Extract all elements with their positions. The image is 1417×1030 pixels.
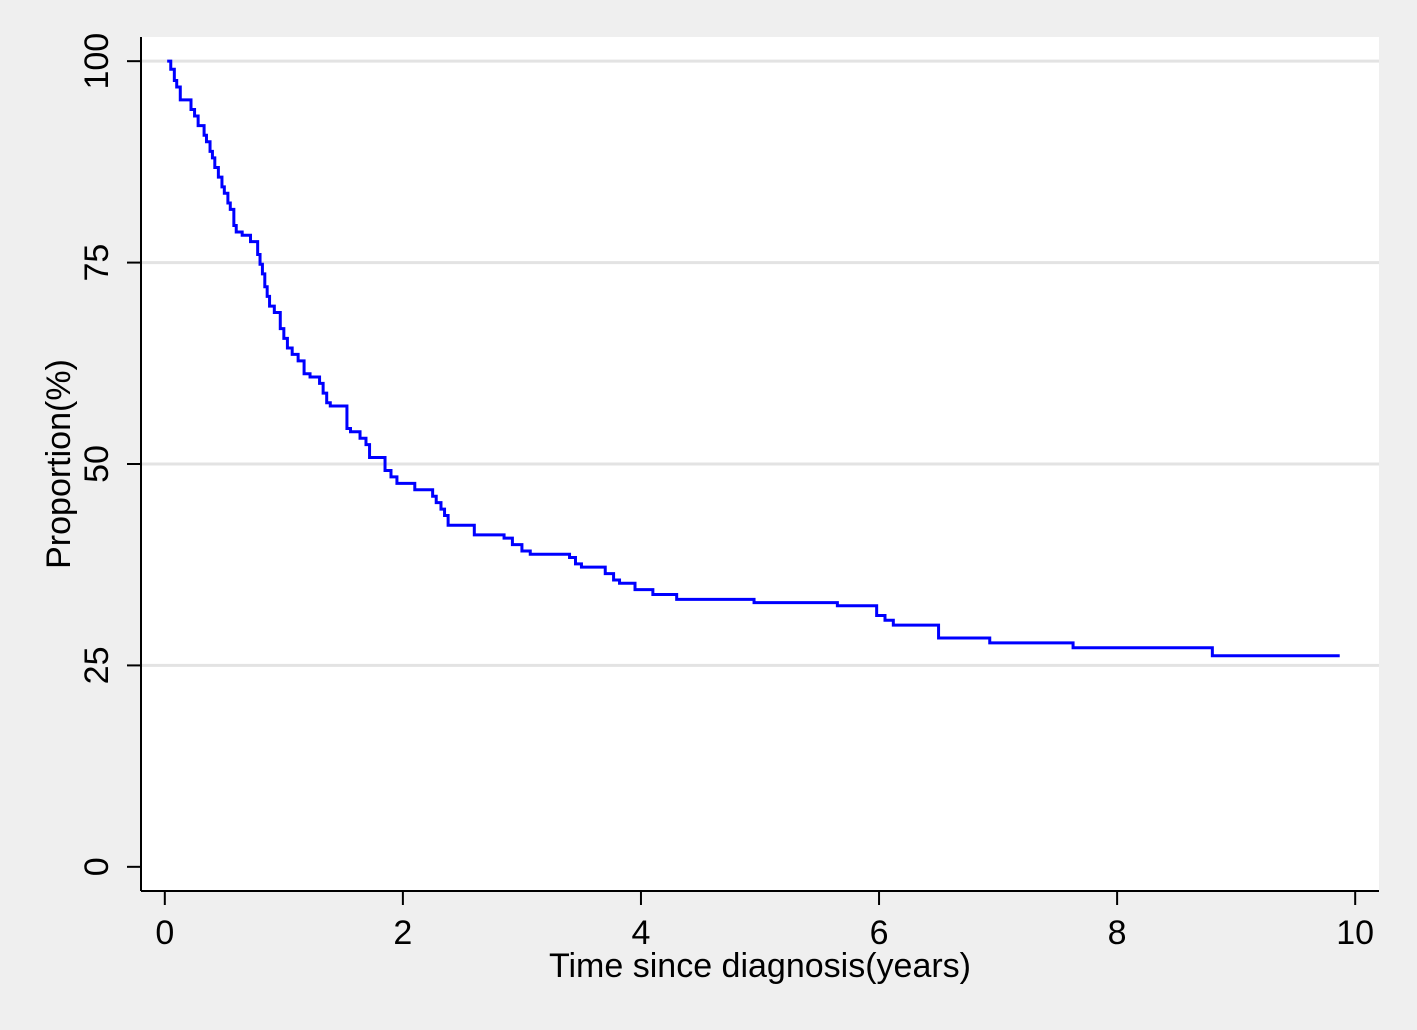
x-tick-label-6: 6 [870, 914, 889, 952]
x-tick-label-8: 8 [1108, 914, 1127, 952]
x-tick-label-4: 4 [632, 914, 651, 952]
x-axis-title: Time since diagnosis(years) [549, 947, 971, 985]
x-tick-label-2: 2 [393, 914, 412, 952]
axis-ticks: 0 25 50 75 100 0 2 4 6 8 10 [78, 33, 1374, 952]
survival-curve-0 [167, 59, 1340, 658]
grid-lines [141, 59, 1379, 667]
y-axis-title: Proportion(%) [40, 359, 78, 569]
x-tick-label-0: 0 [155, 914, 174, 952]
series-layer [167, 59, 1340, 658]
y-tick-label-25: 25 [78, 647, 116, 685]
x-tick-label-10: 10 [1336, 914, 1374, 952]
y-tick-label-50: 50 [78, 445, 116, 483]
y-tick-label-0: 0 [78, 857, 116, 876]
y-tick-label-75: 75 [78, 244, 116, 282]
y-tick-label-100: 100 [78, 33, 116, 90]
